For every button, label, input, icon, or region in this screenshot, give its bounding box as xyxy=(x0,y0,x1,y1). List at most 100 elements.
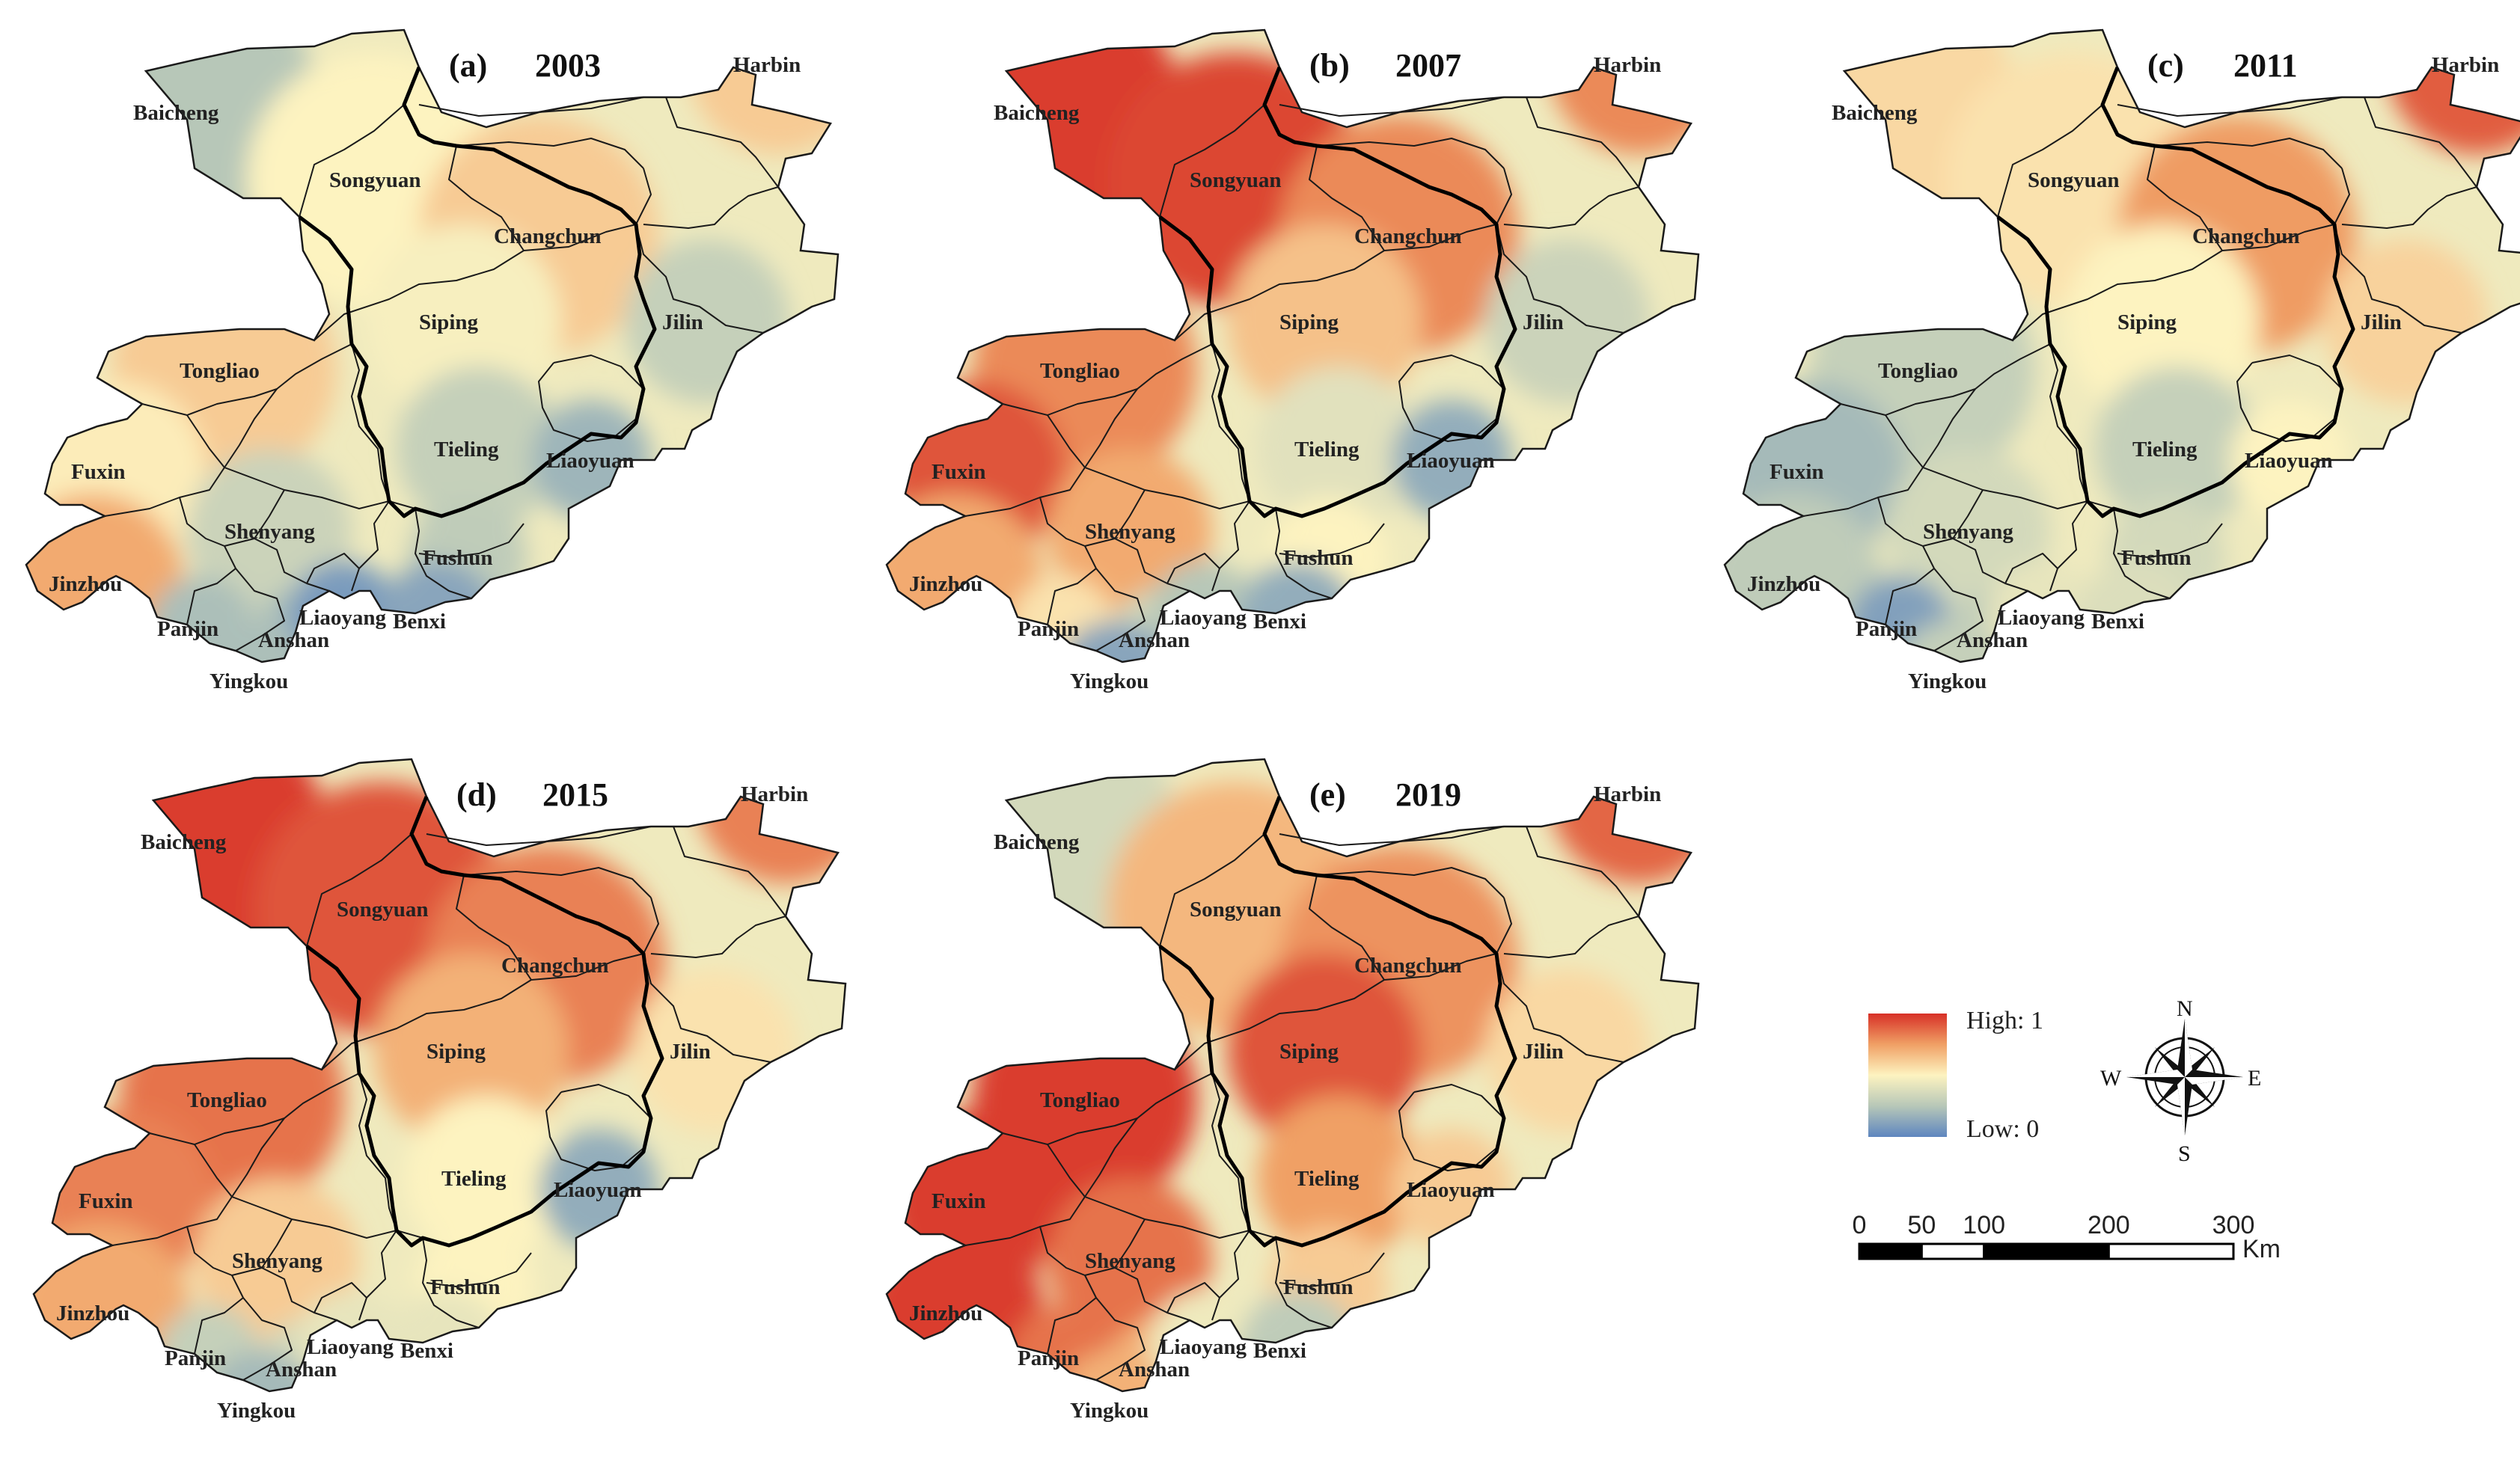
city-boundary xyxy=(2113,508,2171,599)
panel-label: (a) xyxy=(449,47,487,84)
city-boundary xyxy=(1211,1230,1250,1321)
city-label-liaoyuan: Liaoyuan xyxy=(2245,449,2333,473)
city-label-jilin: Jilin xyxy=(670,1040,711,1064)
city-boundary xyxy=(643,186,779,229)
scale-segment xyxy=(1858,1242,1923,1260)
panel-label: (b) xyxy=(1309,47,1350,84)
city-label-jinzhou: Jinzhou xyxy=(1747,572,1820,596)
surface-blob-jilin xyxy=(1485,239,1650,404)
city-label-fushun: Fushun xyxy=(2121,546,2192,570)
surface-blob-jilin xyxy=(632,969,797,1133)
city-label-jilin: Jilin xyxy=(1523,310,1564,334)
panel-year: 2015 xyxy=(542,776,608,813)
region-outline xyxy=(1723,28,2520,663)
city-label-tieling: Tieling xyxy=(1294,1167,1360,1191)
city-boundary xyxy=(1885,414,1924,468)
city-boundary xyxy=(314,1282,367,1313)
scale-tick-label: 300 xyxy=(2212,1211,2255,1239)
city-boundary xyxy=(1503,916,1639,958)
city-label-fuxin: Fuxin xyxy=(71,460,126,484)
city-boundary xyxy=(1166,553,1220,584)
city-label-benxi: Benxi xyxy=(1253,1339,1306,1363)
city-boundary xyxy=(673,826,786,917)
city-label-siping: Siping xyxy=(419,310,478,334)
city-boundary xyxy=(1877,497,1935,625)
city-label-shenyang: Shenyang xyxy=(224,520,315,544)
city-label-benxi: Benxi xyxy=(393,610,446,634)
compass-e-label: E xyxy=(2248,1066,2261,1091)
panel-year: 2003 xyxy=(535,47,601,84)
city-boundary xyxy=(1084,1267,1190,1321)
scale-tick-label: 50 xyxy=(1907,1211,1936,1239)
panel-year: 2019 xyxy=(1395,776,1461,813)
city-label-tieling: Tieling xyxy=(441,1167,507,1191)
city-label-anshan: Anshan xyxy=(1957,628,2028,652)
city-boundary xyxy=(2117,523,2223,558)
city-boundary xyxy=(665,96,779,188)
province-boundary xyxy=(1158,67,1517,518)
scale-unit: Km xyxy=(2242,1235,2281,1263)
city-boundary xyxy=(650,916,786,958)
city-label-liaoyuan: Liaoyuan xyxy=(1407,449,1495,473)
city-label-changchun: Changchun xyxy=(501,954,608,978)
city-boundary xyxy=(141,343,352,416)
region-outline xyxy=(885,758,1700,1393)
compass-star-highlight xyxy=(2185,1019,2192,1077)
city-label-panjin: Panjin xyxy=(165,1346,226,1370)
city-boundary xyxy=(2154,138,2343,169)
city-label-jinzhou: Jinzhou xyxy=(909,1301,982,1325)
surface-blob-siping xyxy=(1227,224,1422,419)
city-boundary xyxy=(1526,96,1639,188)
city-label-jilin: Jilin xyxy=(662,310,703,334)
city-boundary xyxy=(1039,497,1097,625)
city-boundary xyxy=(1309,874,1385,981)
city-boundary xyxy=(1840,343,2051,416)
city-boundary xyxy=(1095,568,1146,651)
city-boundary xyxy=(1526,826,1639,917)
city-boundary xyxy=(1174,953,1497,1070)
region-outline xyxy=(25,28,840,663)
city-boundary xyxy=(1922,467,2088,509)
surface-blob-tieling xyxy=(1257,1096,1422,1260)
city-boundary xyxy=(1802,388,1976,517)
city-boundary xyxy=(1166,1282,1220,1313)
city-label-siping: Siping xyxy=(2117,310,2177,334)
city-boundary xyxy=(2147,145,2223,251)
city-label-fushun: Fushun xyxy=(1283,546,1354,570)
city-boundary xyxy=(1084,1196,1250,1239)
city-label-fuxin: Fuxin xyxy=(1770,460,1824,484)
compass-star-highlight-3 xyxy=(2177,1077,2185,1135)
city-boundary xyxy=(1095,1297,1146,1381)
city-boundary xyxy=(418,523,525,558)
panel-label: (c) xyxy=(2147,47,2184,84)
city-label-anshan: Anshan xyxy=(258,628,329,652)
city-boundary xyxy=(224,467,390,509)
city-label-liaoyang: Liaoyang xyxy=(299,606,387,630)
city-boundary xyxy=(1316,867,1505,898)
city-boundary xyxy=(2012,224,2335,341)
map-panel-2007: Baicheng Songyuan Changchun Harbin Jilin Sipi… xyxy=(885,28,1700,693)
city-label-benxi: Benxi xyxy=(1253,610,1306,634)
surface-blob-siping xyxy=(367,224,561,419)
compass-s-label: S xyxy=(2178,1141,2191,1166)
city-label-jinzhou: Jinzhou xyxy=(49,572,122,596)
panel-label: (e) xyxy=(1309,776,1346,813)
city-label-harbin: Harbin xyxy=(1594,782,1661,806)
city-boundary xyxy=(1039,1226,1097,1355)
city-label-fuxin: Fuxin xyxy=(79,1189,133,1213)
city-boundary xyxy=(1496,897,1624,1063)
surface-blob-tieling xyxy=(1257,367,1422,531)
surface-blob-siping xyxy=(1227,954,1422,1148)
city-label-jilin: Jilin xyxy=(1523,1040,1564,1064)
surface-blob-siping xyxy=(2065,224,2260,419)
city-label-jinzhou: Jinzhou xyxy=(56,1301,129,1325)
city-label-harbin: Harbin xyxy=(733,53,801,77)
city-boundary xyxy=(314,224,637,341)
city-boundary xyxy=(1933,568,1984,651)
city-boundary xyxy=(1047,414,1086,468)
city-label-liaoyang: Liaoyang xyxy=(1160,606,1247,630)
surface-blob-jilin xyxy=(1485,969,1650,1133)
city-label-benxi: Benxi xyxy=(2091,610,2144,634)
city-boundary xyxy=(194,1144,233,1198)
